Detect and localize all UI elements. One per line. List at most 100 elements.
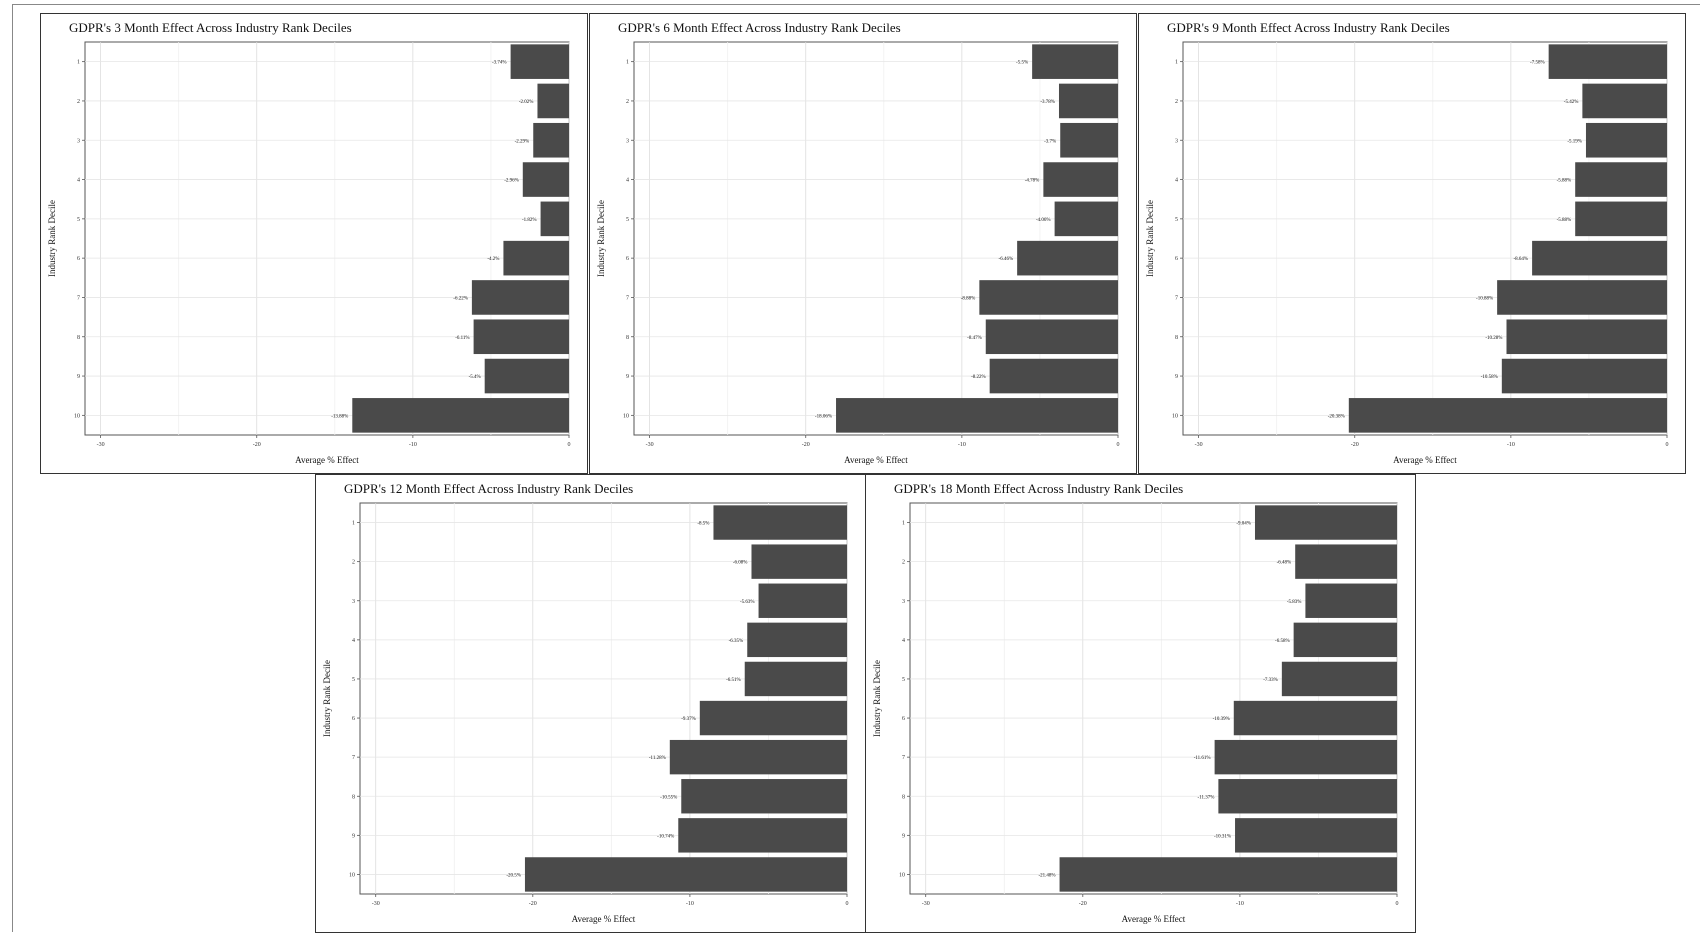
bar-decile-3: [1305, 583, 1397, 618]
x-tick-label: 0: [568, 442, 571, 448]
data-label: -1.82%: [522, 218, 537, 223]
bar-decile-10: [1059, 857, 1397, 892]
y-tick-label: 3: [1175, 138, 1178, 144]
y-tick-label: 4: [352, 638, 355, 644]
y-tick-label: 8: [902, 794, 905, 800]
bar-decile-8: [985, 319, 1118, 355]
y-tick-label: 3: [902, 599, 905, 605]
x-axis-title: Average % Effect: [844, 455, 908, 465]
chart-title: GDPR's 3 Month Effect Across Industry Ra…: [69, 20, 352, 35]
x-tick-label: -20: [1079, 901, 1087, 907]
bar-decile-9: [1235, 818, 1397, 853]
data-label: -8.22%: [971, 375, 986, 380]
data-label: -8.88%: [961, 296, 976, 301]
data-label: -21.48%: [1038, 873, 1055, 878]
data-label: -4.78%: [1025, 179, 1040, 184]
figure-frame: [12, 4, 1700, 932]
x-tick-label: -30: [97, 442, 105, 448]
y-tick-label: 10: [74, 413, 80, 419]
x-tick-label: -30: [372, 901, 380, 907]
x-tick-label: -30: [922, 901, 930, 907]
bar-decile-2: [537, 83, 569, 119]
y-tick-label: 7: [352, 755, 355, 761]
y-tick-label: 6: [77, 256, 80, 262]
x-tick-label: 0: [846, 901, 849, 907]
bar-decile-6: [1233, 700, 1397, 736]
data-label: -7.33%: [1263, 678, 1278, 683]
data-label: -11.28%: [649, 756, 666, 761]
y-tick-label: 1: [902, 521, 905, 527]
chart-panel-3-month: GDPR's 3 Month Effect Across Industry Ra…: [40, 13, 588, 474]
data-label: -6.22%: [453, 296, 468, 301]
y-tick-label: 4: [902, 638, 905, 644]
bar-decile-4: [1575, 162, 1667, 197]
x-tick-label: -20: [1351, 442, 1359, 448]
data-label: -6.58%: [1275, 639, 1290, 644]
bar-decile-4: [1293, 622, 1397, 658]
y-tick-label: 4: [77, 178, 80, 184]
chart-title: GDPR's 18 Month Effect Across Industry R…: [894, 481, 1183, 496]
y-axis-title: Industry Rank Decile: [596, 200, 606, 277]
y-tick-label: 2: [352, 560, 355, 566]
bar-decile-4: [1043, 162, 1118, 197]
y-tick-label: 7: [626, 295, 629, 301]
y-tick-label: 2: [1175, 99, 1178, 105]
bar-decile-5: [540, 201, 569, 237]
data-label: -20.5%: [506, 873, 521, 878]
x-tick-label: -10: [1236, 901, 1244, 907]
x-axis-title: Average % Effect: [1393, 455, 1457, 465]
bar-decile-1: [1254, 505, 1397, 540]
data-label: -10.74%: [657, 834, 674, 839]
x-tick-label: -30: [1195, 442, 1203, 448]
data-label: -7.58%: [1530, 61, 1545, 66]
data-label: -8.47%: [967, 336, 982, 341]
bar-decile-8: [1218, 779, 1397, 814]
data-label: -10.31%: [1214, 834, 1231, 839]
chart-9-month: GDPR's 9 Month Effect Across Industry Ra…: [1145, 20, 1669, 465]
y-axis-title: Industry Rank Decile: [322, 660, 332, 737]
data-label: -13.88%: [331, 414, 348, 419]
y-tick-label: 9: [352, 833, 355, 839]
chart-title: GDPR's 9 Month Effect Across Industry Ra…: [1167, 20, 1450, 35]
bar-decile-2: [1582, 83, 1667, 119]
y-tick-label: 8: [626, 335, 629, 341]
x-tick-label: -20: [802, 442, 810, 448]
x-axis-title: Average % Effect: [295, 455, 359, 465]
y-tick-label: 1: [1175, 60, 1178, 66]
bar-decile-8: [681, 779, 847, 814]
x-axis-title: Average % Effect: [572, 914, 636, 924]
data-label: -6.46%: [999, 257, 1014, 262]
data-label: -6.35%: [729, 639, 744, 644]
y-tick-label: 10: [623, 413, 629, 419]
data-label: -4.2%: [487, 257, 499, 262]
data-label: -4.06%: [1036, 218, 1051, 223]
bar-decile-8: [1506, 319, 1667, 355]
x-tick-label: -20: [253, 442, 261, 448]
y-tick-label: 2: [626, 99, 629, 105]
y-tick-label: 3: [77, 138, 80, 144]
x-tick-label: 0: [1666, 442, 1669, 448]
data-label: -5.83%: [1287, 600, 1302, 605]
data-label: -8.5%: [697, 522, 709, 527]
data-label: -6.51%: [726, 678, 741, 683]
chart-12-month: GDPR's 12 Month Effect Across Industry R…: [322, 481, 849, 924]
bar-decile-4: [522, 162, 569, 197]
y-tick-label: 9: [902, 833, 905, 839]
y-tick-label: 6: [902, 716, 905, 722]
data-label: -9.04%: [1236, 522, 1251, 527]
data-label: -6.48%: [1277, 561, 1292, 566]
bar-decile-4: [747, 622, 847, 658]
data-label: -10.58%: [1481, 375, 1498, 380]
data-label: -10.28%: [1485, 336, 1502, 341]
y-tick-label: 5: [902, 677, 905, 683]
y-tick-label: 6: [352, 716, 355, 722]
bar-decile-2: [751, 544, 847, 579]
data-label: -10.39%: [1213, 717, 1230, 722]
bar-decile-9: [989, 358, 1118, 394]
chart-title: GDPR's 6 Month Effect Across Industry Ra…: [618, 20, 901, 35]
chart-panel-9-month: GDPR's 9 Month Effect Across Industry Ra…: [1138, 13, 1686, 474]
data-label: -5.42%: [1564, 100, 1579, 105]
bar-decile-9: [678, 818, 847, 853]
bar-decile-7: [471, 280, 569, 315]
y-tick-label: 5: [626, 217, 629, 223]
